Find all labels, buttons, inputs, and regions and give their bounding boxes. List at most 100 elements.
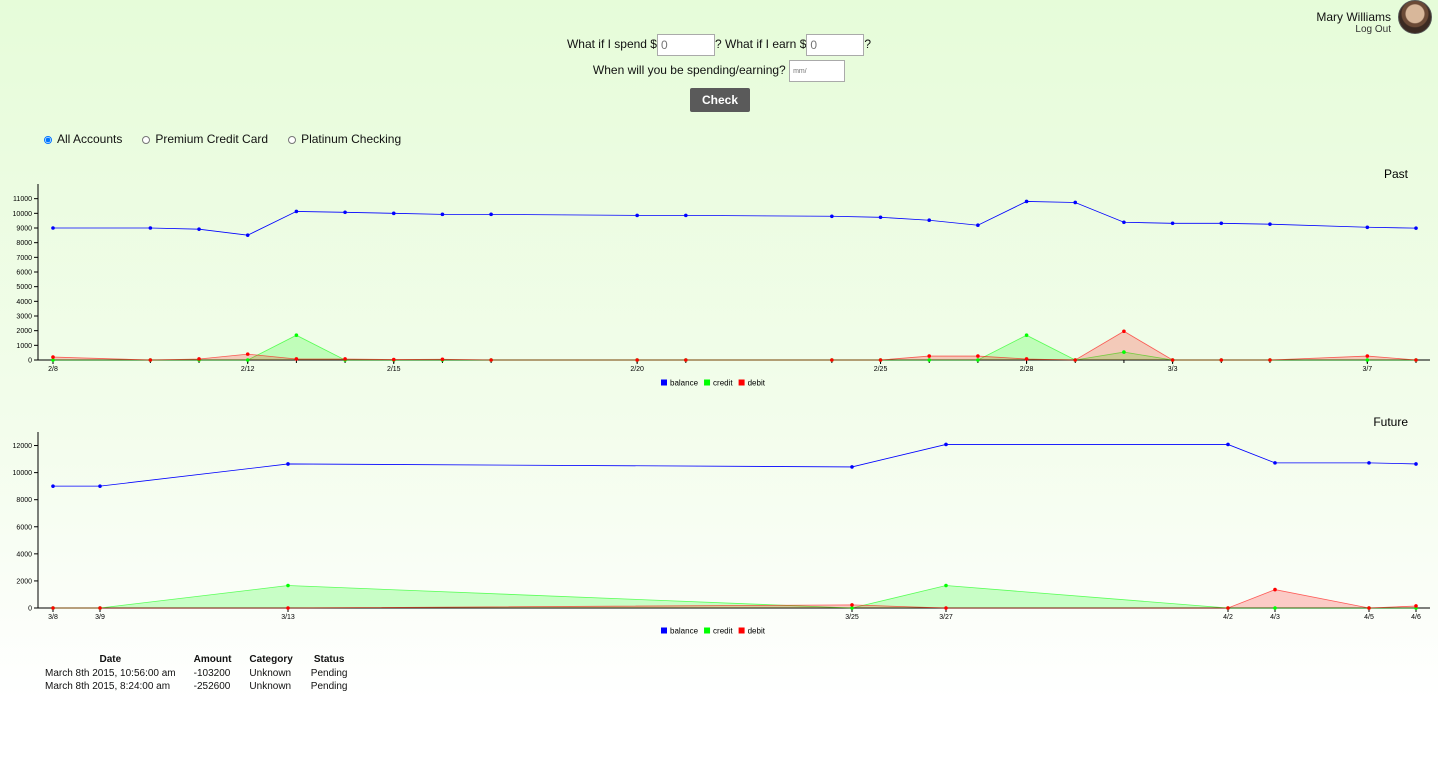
point	[1024, 357, 1029, 361]
legend-swatch	[661, 627, 667, 634]
point	[1414, 462, 1418, 466]
earn-label: ? What if I earn $	[714, 37, 807, 52]
legend-label: debit	[748, 627, 766, 636]
table-row: March 8th 2015, 8:24:00 am -252600 Unknown…	[36, 680, 356, 693]
account-option[interactable]: All Accounts	[42, 132, 122, 146]
point	[391, 211, 396, 216]
x-tick-label: 2/15	[387, 366, 401, 373]
point	[1122, 350, 1126, 354]
point	[944, 442, 948, 447]
point	[440, 357, 445, 362]
point	[245, 352, 250, 356]
point	[1414, 226, 1418, 230]
x-tick-label: 2/25	[874, 366, 888, 373]
point	[944, 583, 948, 588]
point	[976, 223, 980, 228]
avatar[interactable]	[1398, 0, 1432, 34]
spend-input[interactable]	[656, 34, 715, 56]
area	[53, 585, 1416, 608]
y-tick-label: 10000	[13, 211, 33, 218]
account-radio[interactable]	[44, 135, 52, 144]
account-option[interactable]: Premium Credit Card	[140, 132, 268, 146]
point	[489, 358, 493, 362]
point	[850, 465, 854, 469]
y-tick-label: 3000	[16, 314, 32, 321]
column-header: Status	[313, 654, 345, 665]
x-tick-label: 2/8	[48, 366, 58, 373]
point	[1365, 354, 1370, 358]
point	[1273, 587, 1277, 592]
earn-input[interactable]	[806, 34, 865, 56]
transactions-table: Date Amount Category Status March 8th 2015,…	[36, 652, 356, 693]
point	[1367, 606, 1371, 610]
account-option[interactable]: Platinum Checking	[286, 132, 401, 146]
point	[1226, 442, 1230, 447]
account-radio[interactable]	[142, 135, 151, 144]
point	[1073, 358, 1078, 362]
legend-label: balance	[670, 379, 699, 388]
column-header: Date	[99, 654, 122, 665]
y-tick-label: 5000	[16, 284, 32, 291]
line	[53, 444, 1417, 487]
point	[684, 213, 688, 218]
point	[635, 213, 639, 218]
y-tick-label: 12000	[13, 443, 33, 450]
point	[489, 212, 493, 217]
point	[1268, 358, 1272, 362]
point	[51, 484, 55, 488]
y-tick-label: 8000	[16, 240, 32, 247]
legend-label: credit	[713, 379, 733, 388]
point	[440, 212, 445, 217]
check-button[interactable]: Check	[690, 88, 750, 112]
account-selector: All Accounts Premium Credit Card Platinum …	[42, 132, 419, 146]
x-tick-label: 4/2	[1223, 614, 1233, 621]
x-tick-label: 2/12	[241, 366, 255, 373]
legend-swatch	[704, 379, 711, 386]
line	[53, 201, 1417, 236]
x-tick-label: 3/3	[1168, 366, 1178, 373]
y-tick-label: 6000	[16, 524, 32, 531]
point	[245, 233, 250, 237]
spend-label: What if I spend $	[566, 37, 657, 52]
future-chart: Future 0 2000 4000 6000 8000 10000 12000 3/8 3/9 3…	[13, 415, 1430, 636]
area	[53, 589, 1416, 608]
table-row: March 8th 2015, 10:56:00 am -103200 Unknow…	[36, 667, 356, 680]
account-label: All Accounts	[57, 132, 123, 146]
table-cell: March 8th 2015, 10:56:00 am	[45, 668, 176, 679]
point	[1219, 358, 1224, 362]
point	[944, 606, 948, 610]
point	[391, 357, 396, 362]
point	[635, 358, 639, 362]
point	[1024, 199, 1029, 204]
point	[1122, 329, 1126, 334]
point	[850, 606, 854, 610]
date-row: When will you be spending/earning?	[0, 60, 1438, 82]
table-cell: -252600	[193, 681, 231, 692]
point	[1414, 604, 1418, 608]
table-cell: Unknown	[249, 681, 292, 692]
point	[245, 358, 250, 362]
point	[1024, 333, 1029, 338]
x-tick-label: 2/28	[1020, 366, 1034, 373]
date-input[interactable]	[789, 60, 846, 82]
table-body: March 8th 2015, 10:56:00 am -103200 Unknow…	[36, 667, 356, 693]
x-tick-label: 3/9	[95, 614, 105, 621]
point	[976, 358, 980, 362]
account-radio[interactable]	[288, 135, 297, 144]
y-tick-label: 0	[28, 358, 32, 365]
past-chart: Past 0 1000 2000 3000 4000 5000 6000 7000 8000 900…	[13, 167, 1430, 388]
logout-link[interactable]: Log Out	[1355, 24, 1391, 35]
account-label: Platinum Checking	[301, 132, 402, 146]
x-tick-label: 4/3	[1270, 614, 1280, 621]
legend-label: balance	[670, 627, 699, 636]
point	[1073, 200, 1078, 205]
point	[927, 218, 932, 223]
y-tick-label: 10000	[13, 470, 33, 477]
date-label: When will you be spending/earning?	[592, 63, 786, 78]
point	[98, 484, 102, 488]
point	[51, 358, 55, 362]
column-header: Amount	[193, 654, 232, 665]
point	[1170, 358, 1175, 362]
y-tick-label: 11000	[13, 196, 32, 203]
